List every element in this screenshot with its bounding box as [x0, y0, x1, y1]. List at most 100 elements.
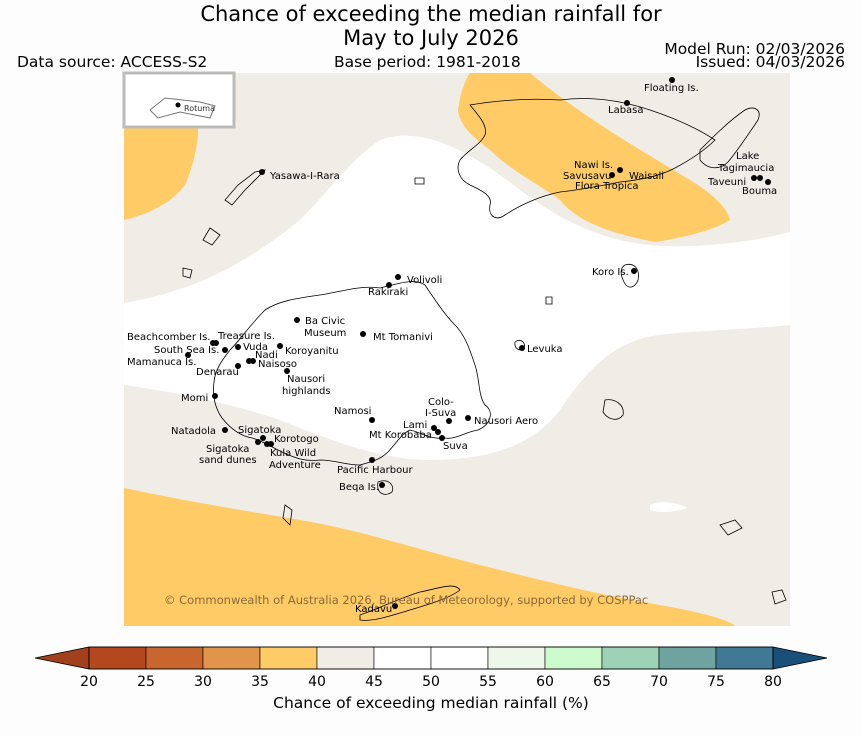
beqa-label: Beqa Is. [339, 482, 379, 493]
data-source: Data source: ACCESS-S2 [17, 53, 208, 71]
colorbar-cell-55-60 [487, 646, 546, 670]
yasawa-marker [259, 169, 265, 175]
nausori-hl-1-marker [284, 368, 290, 374]
floating-is-label: Floating Is. [644, 83, 699, 94]
mt-korobaba-marker [435, 429, 441, 435]
taveuni-marker [765, 179, 771, 185]
sigatoka-label: Sigatoka [238, 425, 281, 436]
lami-marker [431, 425, 437, 431]
volivoli-label: Volivoli [407, 275, 442, 286]
colorbar-cell-50-55 [430, 646, 489, 670]
colorbar-tick-60: 60 [536, 674, 554, 690]
island-west-coast [182, 267, 193, 279]
colorbar-tick-55: 55 [479, 674, 497, 690]
nawi-label: Nawi Is. [574, 160, 613, 171]
colorbar: 20 25 30 35 40 45 50 55 60 65 70 75 80 Chance of exc… [34, 646, 828, 712]
colorbar-tick-80: 80 [764, 674, 782, 690]
denarau-marker [235, 363, 241, 369]
denarau-label: Denarau [196, 367, 239, 378]
colo-1-marker [446, 418, 452, 424]
nausori-hl-1-label: Nausori [287, 374, 325, 385]
vatulele-coast [282, 504, 293, 526]
colorbar-low-extension [34, 646, 90, 670]
mamanuca-marker [185, 352, 191, 358]
coastlines [182, 98, 787, 621]
dry-region-vanua-levu [458, 73, 730, 242]
kadavu-label: Kadavu [355, 604, 392, 615]
bouma-label: Bouma [742, 186, 777, 197]
dry-region-south [124, 488, 735, 626]
sigatoka-marker [260, 435, 266, 441]
nausori-hl-2-label: highlands [282, 386, 331, 397]
kula-2-label: Adventure [269, 460, 321, 471]
colo-1-label: Colo- [428, 397, 454, 408]
kadavu-marker [392, 603, 398, 609]
vuda-label: Vuda [243, 342, 268, 353]
lami-label: Lami [403, 420, 427, 431]
white-band-region [124, 135, 790, 460]
beachcomber-label: Beachcomber Is. [127, 332, 210, 343]
copyright-notice: © Commonwealth of Australia 2026, Bureau… [164, 593, 648, 607]
colorbar-cell-75-80 [715, 646, 774, 670]
island-north-coast [414, 177, 425, 185]
rotuma-label: Rotuma [184, 104, 215, 113]
rotuma-island-outline [149, 97, 216, 119]
colorbar-cell-25-30 [145, 646, 204, 670]
beqa-marker [379, 482, 385, 488]
vanua-levu-coast [457, 98, 716, 219]
mt-tomanivi-label: Mt Tomanivi [373, 332, 433, 343]
title-line-1: Chance of exceeding the median rainfall … [200, 2, 662, 26]
neutral-band-region [124, 396, 790, 507]
lake-tag-2-label: Tagimaucia [717, 163, 774, 174]
base-period: Base period: 1981-2018 [334, 53, 521, 71]
mt-korobaba-label: Mt Korobaba [369, 430, 432, 441]
colo-2-label: I-Suva [425, 408, 456, 419]
island-far-southeast-coast [771, 589, 787, 605]
beqa-coast [377, 480, 394, 495]
ba-civic-2-label: Museum [304, 328, 346, 339]
colorbar-cell-30-35 [202, 646, 261, 670]
rotuma-marker [175, 102, 181, 108]
kula-1-marker [264, 441, 270, 447]
title-line-2: May to July 2026 [343, 26, 519, 50]
island-east-coast [545, 296, 553, 305]
levuka-label: Levuka [527, 344, 563, 355]
lake-tag-2-marker [757, 175, 763, 181]
pacific-harbour-marker [369, 457, 375, 463]
yasawa-label: Yasawa-I-Rara [269, 171, 340, 182]
levuka-marker [519, 345, 525, 351]
savusavu-marker [609, 172, 615, 178]
koroyanitu-label: Koroyanitu [285, 346, 339, 357]
model-run: Model Run: 02/03/2026 [664, 40, 845, 58]
colorbar-cell-35-40 [259, 646, 318, 670]
map-title: Chance of exceeding the median rainfall … [0, 2, 862, 50]
koro-label: Koro Is. [592, 267, 629, 278]
suva-label: Suva [443, 441, 468, 452]
kadavu-coast [359, 585, 461, 621]
momi-label: Momi [181, 393, 208, 404]
colorbar-tick-70: 70 [650, 674, 668, 690]
sig-dunes-2-label: sand dunes [199, 455, 257, 466]
white-patch [650, 502, 688, 513]
naisoso-marker [250, 358, 256, 364]
mt-tomanivi-marker [360, 331, 366, 337]
south-sea-label: South Sea Is. [154, 345, 219, 356]
island-southeast-coast [719, 519, 743, 536]
treasure-label: Treasure Is. [217, 331, 275, 342]
nadi-label: Nadi [255, 350, 278, 361]
viti-levu-coast [213, 281, 491, 466]
suva-marker [439, 435, 445, 441]
colorbar-tick-45: 45 [365, 674, 383, 690]
ba-civic-1-marker [294, 317, 300, 323]
mamanuca-label: Mamanuca Is. [127, 357, 196, 368]
colorbar-cell-45-50 [373, 646, 432, 670]
colorbar-tick-40: 40 [308, 674, 326, 690]
lake-tag-1-label: Lake [736, 151, 759, 162]
koro-coast [620, 263, 639, 288]
sig-dunes-1-marker [255, 439, 261, 445]
place-markers [185, 77, 771, 609]
yasawa-coast [224, 169, 267, 206]
ba-civic-1-label: Ba Civic [305, 316, 345, 327]
nausori-aero-label: Nausori Aero [474, 416, 538, 427]
waisali-label: Waisali [629, 171, 664, 182]
